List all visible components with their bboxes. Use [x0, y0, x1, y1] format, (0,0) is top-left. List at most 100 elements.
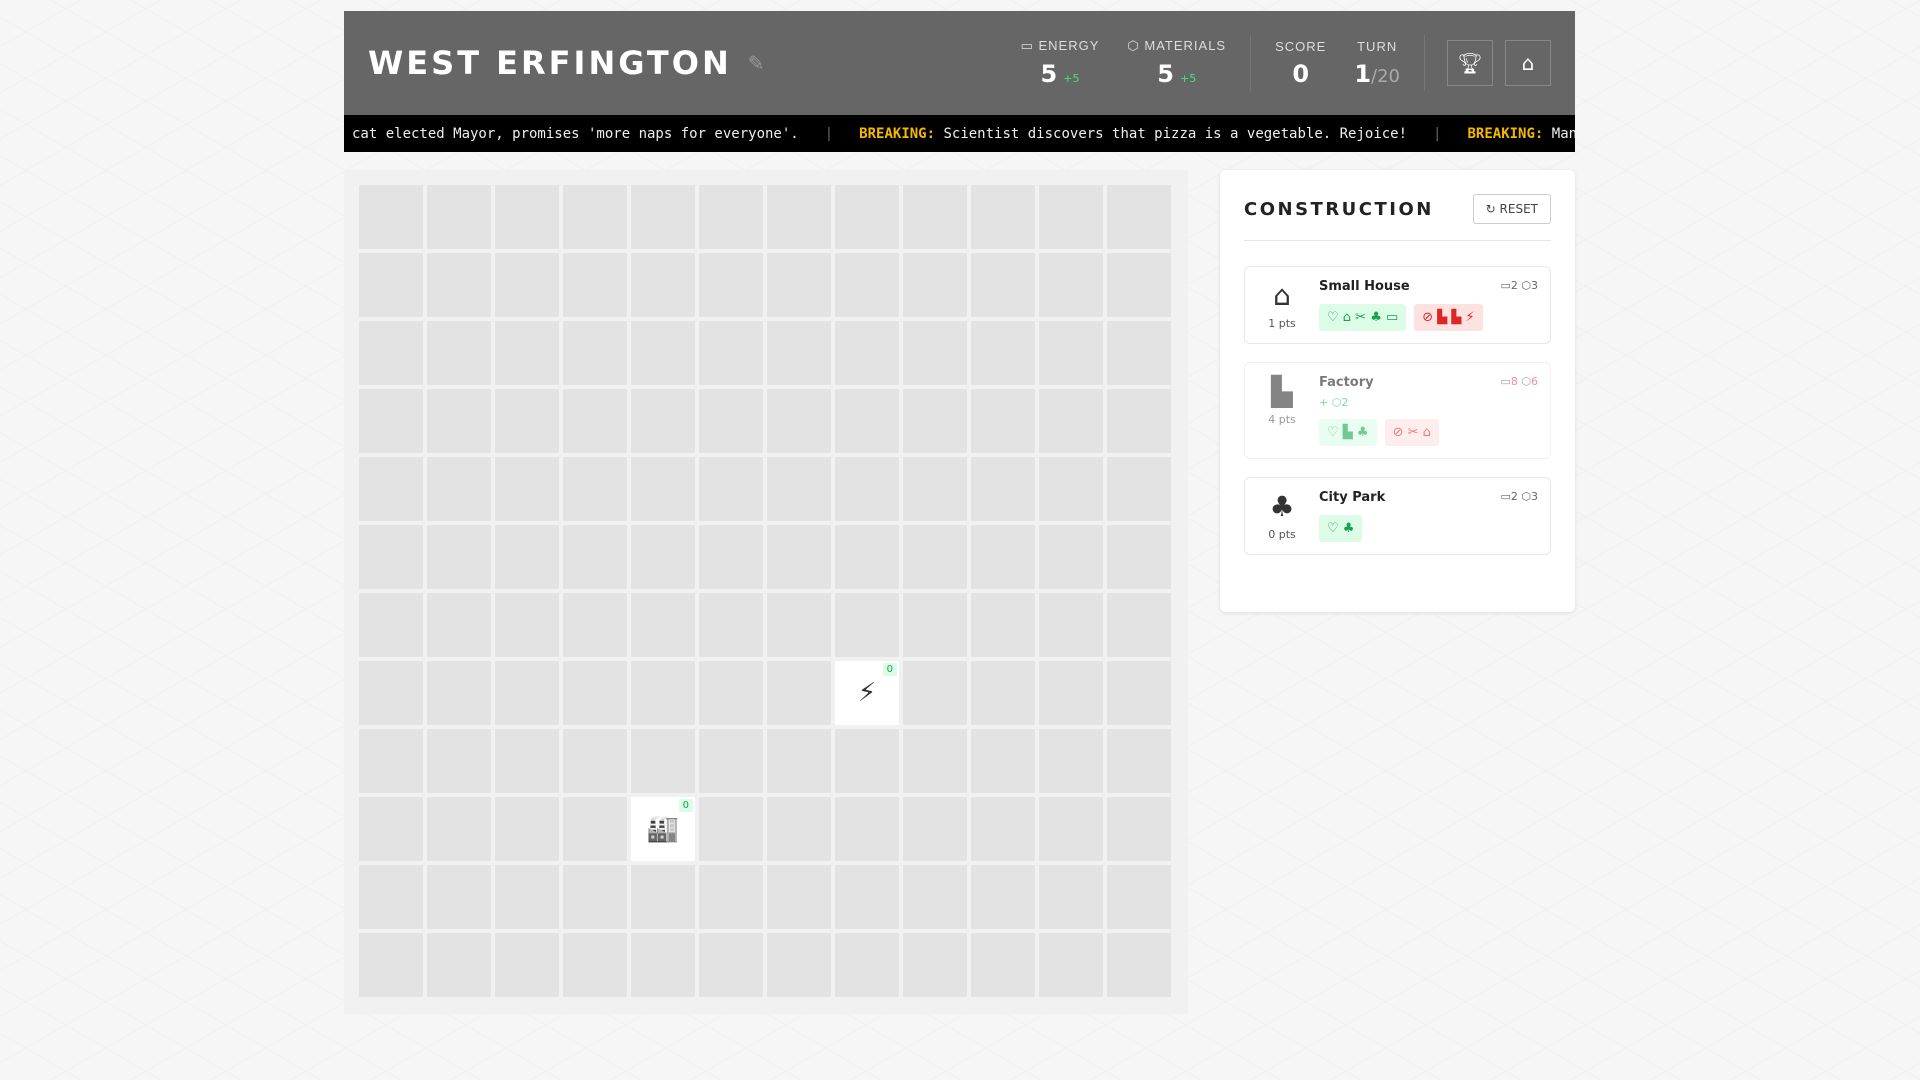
- grid-cell[interactable]: [359, 389, 423, 453]
- grid-cell[interactable]: [1107, 661, 1171, 725]
- grid-cell[interactable]: [903, 321, 967, 385]
- grid-cell[interactable]: [767, 933, 831, 997]
- grid-cell[interactable]: [1107, 797, 1171, 861]
- grid-cell[interactable]: [767, 185, 831, 249]
- grid-cell[interactable]: [903, 661, 967, 725]
- grid-cell[interactable]: [767, 797, 831, 861]
- grid-cell[interactable]: [631, 253, 695, 317]
- reset-button[interactable]: ↻ RESET: [1472, 194, 1551, 224]
- grid-cell[interactable]: [563, 933, 627, 997]
- grid-cell[interactable]: [903, 797, 967, 861]
- grid-cell[interactable]: [699, 865, 763, 929]
- grid-cell[interactable]: [1039, 389, 1103, 453]
- grid-cell[interactable]: [835, 185, 899, 249]
- grid-cell[interactable]: [835, 525, 899, 589]
- grid-cell[interactable]: [1107, 933, 1171, 997]
- grid-cell[interactable]: [699, 253, 763, 317]
- grid-cell[interactable]: [1039, 661, 1103, 725]
- building-card[interactable]: ⌂ 1 pts Small House ♡ ⌂ ✂ ♣ ▭ ⊘ ▙ ▙ ⚡ ▭2 ⬡…: [1244, 266, 1551, 344]
- grid-cell[interactable]: [359, 933, 423, 997]
- grid-cell[interactable]: [767, 865, 831, 929]
- grid-cell[interactable]: [1107, 389, 1171, 453]
- grid-cell[interactable]: [699, 661, 763, 725]
- grid-cell[interactable]: [563, 593, 627, 657]
- grid-cell[interactable]: [835, 253, 899, 317]
- placed-building[interactable]: 🏭 0: [631, 797, 695, 861]
- grid-cell[interactable]: [427, 729, 491, 793]
- grid-cell[interactable]: [495, 457, 559, 521]
- grid-cell[interactable]: [359, 525, 423, 589]
- grid-cell[interactable]: [699, 525, 763, 589]
- grid-cell[interactable]: [699, 933, 763, 997]
- grid-cell[interactable]: [835, 457, 899, 521]
- grid-cell[interactable]: [563, 389, 627, 453]
- grid-cell[interactable]: [1039, 865, 1103, 929]
- grid-cell[interactable]: [971, 525, 1035, 589]
- grid-cell[interactable]: [495, 253, 559, 317]
- grid-cell[interactable]: [427, 525, 491, 589]
- grid-cell[interactable]: [427, 865, 491, 929]
- grid-cell[interactable]: [835, 593, 899, 657]
- grid-cell[interactable]: [699, 389, 763, 453]
- grid-cell[interactable]: [1039, 729, 1103, 793]
- grid-cell[interactable]: [903, 457, 967, 521]
- grid-cell[interactable]: [699, 593, 763, 657]
- grid-cell[interactable]: [699, 797, 763, 861]
- grid-cell[interactable]: [631, 389, 695, 453]
- city-grid[interactable]: ⚡ 0 🏭 0: [344, 170, 1188, 1014]
- grid-cell[interactable]: [563, 185, 627, 249]
- grid-cell[interactable]: [1039, 593, 1103, 657]
- grid-cell[interactable]: [1039, 933, 1103, 997]
- placed-building[interactable]: ⚡ 0: [835, 661, 899, 725]
- grid-cell[interactable]: [495, 933, 559, 997]
- grid-cell[interactable]: [427, 457, 491, 521]
- grid-cell[interactable]: [903, 593, 967, 657]
- grid-cell[interactable]: [699, 729, 763, 793]
- grid-cell[interactable]: [427, 185, 491, 249]
- grid-cell[interactable]: [971, 593, 1035, 657]
- grid-cell[interactable]: [631, 661, 695, 725]
- grid-cell[interactable]: [359, 593, 423, 657]
- grid-cell[interactable]: [563, 729, 627, 793]
- grid-cell[interactable]: [835, 865, 899, 929]
- grid-cell[interactable]: [359, 865, 423, 929]
- grid-cell[interactable]: [767, 457, 831, 521]
- leaderboard-button[interactable]: 🏆︎: [1447, 40, 1493, 86]
- grid-cell[interactable]: [427, 593, 491, 657]
- grid-cell[interactable]: [495, 185, 559, 249]
- grid-cell[interactable]: [427, 253, 491, 317]
- grid-cell[interactable]: [427, 389, 491, 453]
- grid-cell[interactable]: [1039, 185, 1103, 249]
- grid-cell[interactable]: [631, 865, 695, 929]
- grid-cell[interactable]: [903, 253, 967, 317]
- home-button[interactable]: ⌂: [1505, 40, 1551, 86]
- grid-cell[interactable]: [1107, 185, 1171, 249]
- grid-cell[interactable]: [359, 321, 423, 385]
- grid-cell[interactable]: [563, 525, 627, 589]
- grid-cell[interactable]: [767, 253, 831, 317]
- grid-cell[interactable]: [427, 661, 491, 725]
- grid-cell[interactable]: [971, 865, 1035, 929]
- grid-cell[interactable]: [767, 389, 831, 453]
- grid-cell[interactable]: [971, 321, 1035, 385]
- grid-cell[interactable]: [563, 457, 627, 521]
- grid-cell[interactable]: [631, 457, 695, 521]
- grid-cell[interactable]: [1107, 253, 1171, 317]
- grid-cell[interactable]: [971, 729, 1035, 793]
- grid-cell[interactable]: [699, 321, 763, 385]
- grid-cell[interactable]: [767, 661, 831, 725]
- grid-cell[interactable]: [495, 389, 559, 453]
- grid-cell[interactable]: [903, 933, 967, 997]
- grid-cell[interactable]: [1107, 321, 1171, 385]
- grid-cell[interactable]: [563, 797, 627, 861]
- grid-cell[interactable]: [1039, 321, 1103, 385]
- grid-cell[interactable]: [767, 729, 831, 793]
- grid-cell[interactable]: [835, 729, 899, 793]
- grid-cell[interactable]: [495, 593, 559, 657]
- grid-cell[interactable]: [699, 185, 763, 249]
- grid-cell[interactable]: [971, 253, 1035, 317]
- grid-cell[interactable]: [359, 729, 423, 793]
- grid-cell[interactable]: [631, 593, 695, 657]
- grid-cell[interactable]: [495, 729, 559, 793]
- grid-cell[interactable]: [359, 185, 423, 249]
